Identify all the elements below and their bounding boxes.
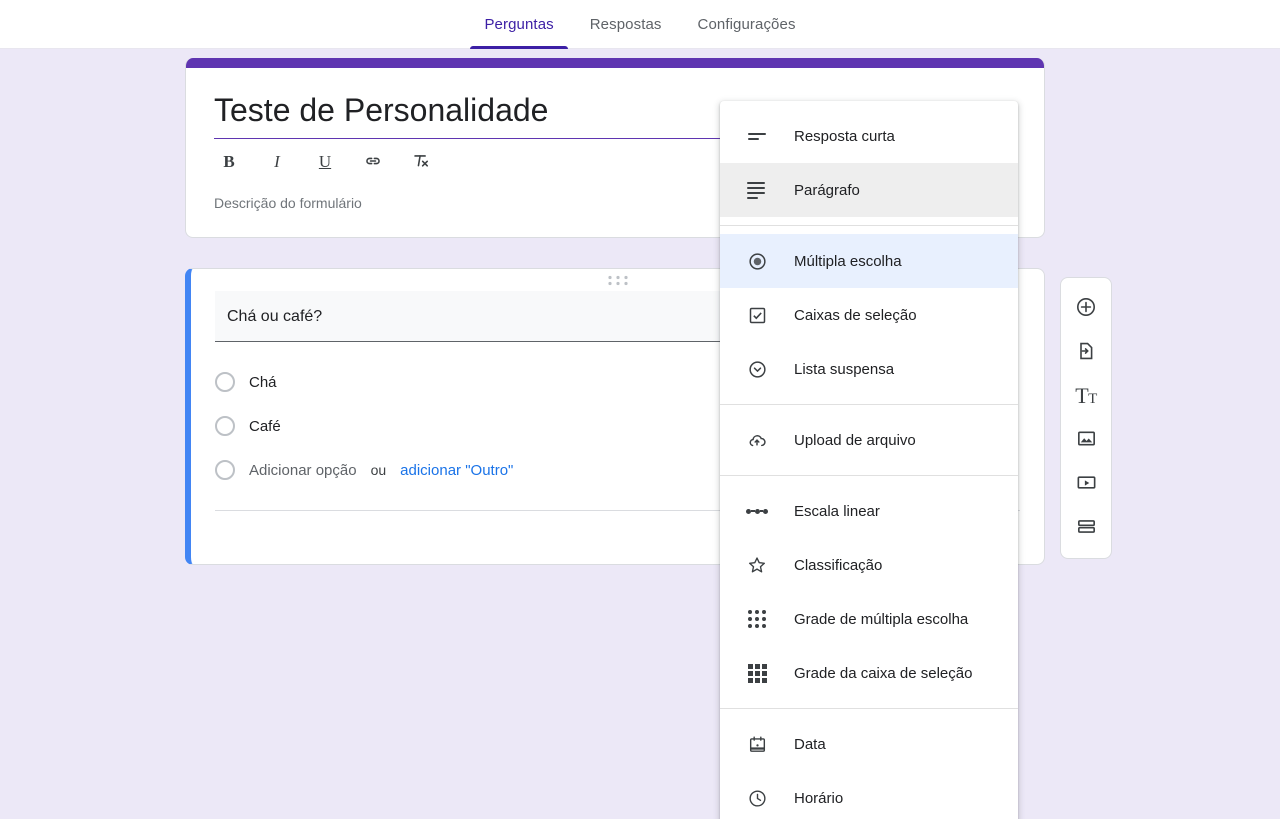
menu-item-label: Parágrafo (794, 181, 860, 199)
menu-item-lista-suspensa[interactable]: Lista suspensa (720, 342, 1018, 396)
underline-button[interactable]: U (312, 149, 338, 175)
menu-item-label: Caixas de seleção (794, 306, 917, 324)
menu-item-horario[interactable]: Horário (720, 771, 1018, 819)
option-label[interactable]: Café (249, 417, 281, 435)
insert-link-button[interactable] (360, 149, 386, 175)
video-icon (1075, 471, 1098, 497)
bold-label: B (223, 152, 235, 171)
tab-list: Perguntas Respostas Configurações (0, 0, 1280, 49)
menu-item-label: Classificação (794, 556, 883, 574)
radio-button-icon (746, 250, 768, 272)
paragraph-icon (746, 179, 768, 201)
menu-item-label: Data (794, 735, 826, 753)
add-image-button[interactable] (1064, 418, 1108, 462)
import-file-icon (1074, 339, 1098, 366)
menu-item-classificacao[interactable]: Classificação (720, 538, 1018, 592)
add-question-button[interactable] (1064, 286, 1108, 330)
short-answer-icon (746, 125, 768, 147)
tab-perguntas-label: Perguntas (484, 16, 554, 33)
add-other-option-button[interactable]: adicionar "Outro" (400, 461, 514, 479)
plus-circle-icon (1074, 295, 1098, 322)
clock-icon (746, 787, 768, 809)
image-icon (1075, 427, 1098, 453)
menu-item-label: Resposta curta (794, 127, 895, 145)
radio-button-icon[interactable] (215, 372, 235, 392)
add-option-button[interactable]: Adicionar opção (249, 461, 357, 479)
menu-separator (720, 475, 1018, 476)
menu-item-label: Lista suspensa (794, 360, 895, 378)
add-item-toolbar: TT (1060, 277, 1112, 559)
cloud-upload-icon (746, 429, 768, 451)
clear-formatting-button[interactable] (408, 149, 434, 175)
star-outline-icon (746, 554, 768, 576)
underline-label: U (318, 152, 332, 171)
checkbox-grid-icon (746, 662, 768, 684)
menu-item-label: Escala linear (794, 502, 880, 520)
menu-item-caixas-de-selecao[interactable]: Caixas de seleção (720, 288, 1018, 342)
menu-item-data[interactable]: Data (720, 717, 1018, 771)
italic-label: I (274, 152, 280, 171)
clear-formatting-icon (410, 150, 432, 175)
menu-item-upload-de-arquivo[interactable]: Upload de arquivo (720, 413, 1018, 467)
radio-grid-icon (746, 608, 768, 630)
italic-button[interactable]: I (264, 149, 290, 175)
radio-button-icon (215, 460, 235, 480)
menu-item-escala-linear[interactable]: Escala linear (720, 484, 1018, 538)
drag-handle-dots-icon (605, 273, 631, 291)
form-description-input[interactable]: Descrição do formulário (214, 195, 362, 211)
question-type-menu: Resposta curta Parágrafo Múltipla escolh… (720, 101, 1018, 819)
menu-separator (720, 404, 1018, 405)
menu-item-label: Upload de arquivo (794, 431, 916, 449)
import-questions-button[interactable] (1064, 330, 1108, 374)
add-option-or-text: ou (370, 462, 387, 478)
menu-item-label: Grade de múltipla escolha (794, 610, 969, 628)
menu-item-grade-de-multipla-escolha[interactable]: Grade de múltipla escolha (720, 592, 1018, 646)
tab-configuracoes-label: Configurações (697, 16, 796, 33)
question-options-list: Chá Café Adicionar opção ou adicionar "O… (191, 342, 1044, 496)
top-tab-bar: Perguntas Respostas Configurações (0, 0, 1280, 49)
tab-configuracoes[interactable]: Configurações (680, 0, 814, 49)
calendar-icon (746, 733, 768, 755)
tab-respostas[interactable]: Respostas (572, 0, 680, 49)
checkbox-icon (746, 304, 768, 326)
menu-item-label: Horário (794, 789, 844, 807)
option-label[interactable]: Chá (249, 373, 277, 391)
menu-item-label: Grade da caixa de seleção (794, 664, 973, 682)
menu-item-label: Múltipla escolha (794, 252, 902, 270)
menu-separator (720, 708, 1018, 709)
dropdown-arrow-icon (746, 358, 768, 380)
form-theme-stripe (186, 58, 1044, 68)
link-icon (362, 150, 384, 175)
option-row[interactable]: Café (215, 404, 1020, 448)
section-icon (1075, 515, 1098, 541)
add-section-button[interactable] (1064, 506, 1108, 550)
bold-button[interactable]: B (216, 149, 242, 175)
form-header-body: Teste de Personalidade B I U (186, 68, 1044, 237)
form-editor-canvas: Teste de Personalidade B I U (0, 49, 1280, 819)
form-title-input[interactable]: Teste de Personalidade (214, 90, 1016, 139)
option-row[interactable]: Chá (215, 360, 1020, 404)
menu-item-resposta-curta[interactable]: Resposta curta (720, 109, 1018, 163)
add-option-row: Adicionar opção ou adicionar "Outro" (215, 448, 1020, 492)
radio-button-icon[interactable] (215, 416, 235, 436)
rich-text-toolbar: B I U (214, 139, 1016, 179)
menu-item-paragrafo[interactable]: Parágrafo (720, 163, 1018, 217)
title-text-icon: TT (1075, 383, 1097, 408)
tab-respostas-label: Respostas (589, 16, 662, 33)
tab-perguntas[interactable]: Perguntas (466, 0, 571, 49)
add-video-button[interactable] (1064, 462, 1108, 506)
linear-scale-icon (746, 500, 768, 522)
menu-separator (720, 225, 1018, 226)
add-title-description-button[interactable]: TT (1064, 374, 1108, 418)
question-drag-handle[interactable] (191, 269, 1044, 291)
menu-item-multipla-escolha[interactable]: Múltipla escolha (720, 234, 1018, 288)
menu-item-grade-da-caixa-de-selecao[interactable]: Grade da caixa de seleção (720, 646, 1018, 700)
